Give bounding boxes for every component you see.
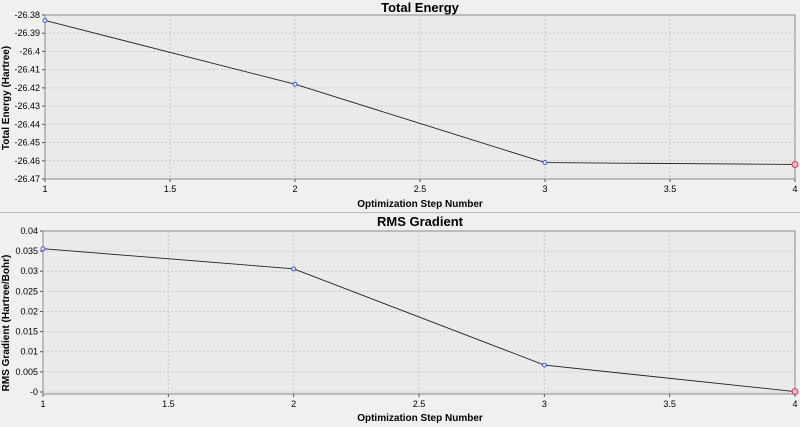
y-tick-label: -26.41 [14, 65, 40, 75]
y-tick-label: 0.03 [20, 266, 38, 276]
y-tick-label: 0.04 [20, 226, 38, 236]
series-line [42, 248, 796, 393]
chart-title: RMS Gradient [377, 214, 464, 229]
selected-data-point[interactable] [791, 388, 799, 396]
selected-data-point[interactable] [791, 160, 799, 168]
series-line [44, 20, 796, 165]
data-point[interactable] [42, 18, 48, 23]
x-axis-label: Optimization Step Number [357, 199, 483, 210]
x-tick-label: 1.5 [164, 184, 177, 194]
rms-gradient-chart[interactable]: RMS Gradient Optimization Step Number RM… [0, 213, 800, 427]
y-tick-label: -26.47 [14, 174, 40, 184]
y-tick-label: -26.42 [14, 83, 40, 93]
y-tick-label: -26.4 [19, 46, 40, 56]
y-tick-label: -26.45 [14, 138, 40, 148]
x-tick-label: 2.5 [413, 399, 426, 409]
x-tick-label: 2 [291, 399, 296, 409]
rms-gradient-panel: RMS Gradient Optimization Step Number RM… [0, 212, 800, 427]
y-tick-label: 0.005 [15, 367, 38, 377]
y-tick-label: 0.025 [15, 286, 38, 296]
x-tick-label: 2.5 [414, 184, 427, 194]
x-tick-label: 4 [792, 184, 797, 194]
y-tick-label: -26.44 [14, 119, 40, 129]
total-energy-chart[interactable]: Total Energy Optimization Step Number To… [0, 0, 800, 212]
y-tick-label: -26.43 [14, 101, 40, 111]
x-tick-label: 1 [42, 184, 47, 194]
x-axis-label: Optimization Step Number [357, 413, 483, 424]
y-axis-label: Total Energy (Hartree) [1, 46, 12, 150]
y-tick-label: 0.015 [15, 327, 38, 337]
y-tick-label: -0 [30, 387, 38, 397]
y-tick-label: -26.39 [14, 28, 40, 38]
x-tick-label: 1.5 [162, 399, 175, 409]
y-axis-label: RMS Gradient (Hartree/Bohr) [1, 255, 12, 392]
data-point[interactable] [291, 266, 297, 272]
data-point[interactable] [541, 362, 547, 368]
y-tick-label: -26.38 [14, 10, 40, 20]
x-tick-label: 3.5 [663, 399, 676, 409]
data-point[interactable] [542, 160, 548, 166]
y-tick-label: 0.02 [20, 306, 38, 316]
data-point[interactable] [40, 246, 46, 252]
x-tick-label: 4 [792, 399, 797, 409]
x-tick-label: 3.5 [664, 184, 677, 194]
chart-title: Total Energy [381, 0, 460, 15]
y-tick-label: 0.01 [20, 347, 38, 357]
total-energy-panel: Total Energy Optimization Step Number To… [0, 0, 800, 212]
y-tick-label: 0.035 [15, 246, 38, 256]
x-tick-label: 2 [292, 184, 297, 194]
x-tick-label: 3 [542, 184, 547, 194]
x-tick-label: 3 [542, 399, 547, 409]
x-tick-label: 1 [40, 399, 45, 409]
data-point[interactable] [292, 81, 298, 87]
y-tick-label: -26.46 [14, 156, 40, 166]
